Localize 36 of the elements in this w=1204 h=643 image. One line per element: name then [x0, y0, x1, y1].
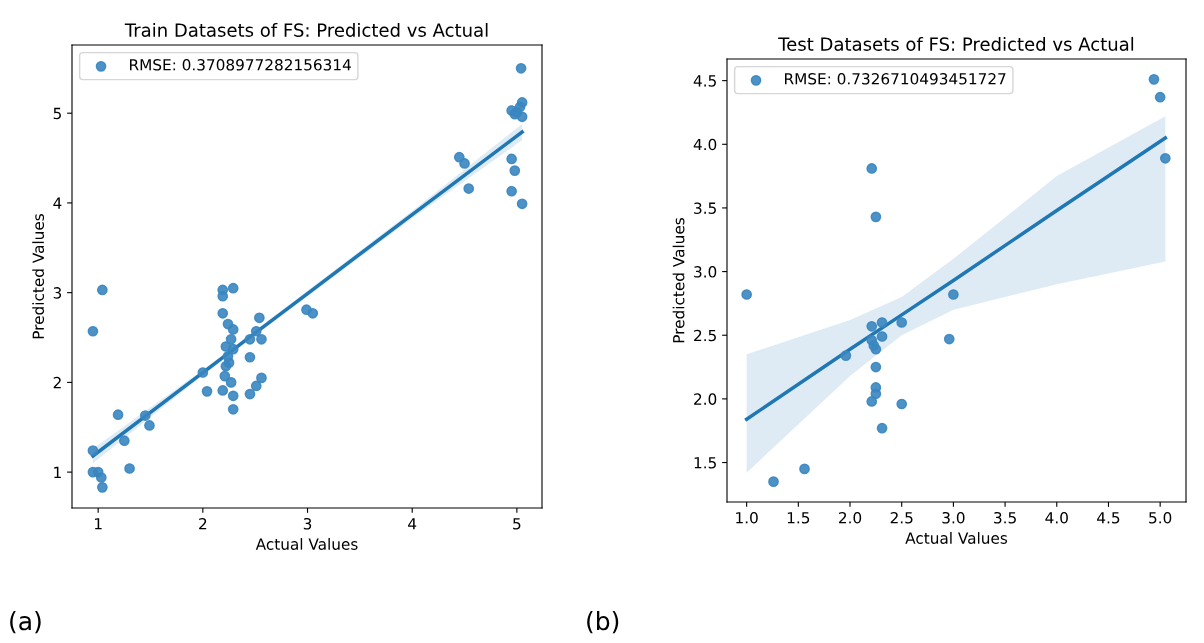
- y-tick-label: 2: [53, 376, 61, 389]
- x-tick-label: 4.5: [1097, 512, 1120, 524]
- legend-label: RMSE: 0.3708977282156314: [130, 59, 351, 71]
- x-tick-label: 1.5: [787, 512, 810, 524]
- y-tick-label: 1: [54, 466, 61, 478]
- x-tick-label: 3.5: [994, 511, 1016, 524]
- chart-title: Test Datasets of FS: Predicted vs Actual: [778, 36, 1134, 51]
- chart-title: Train Datasets of FS: Predicted vs Actual: [124, 22, 488, 37]
- x-tick-label: 2.5: [890, 511, 913, 524]
- y-tick-label: 3.5: [694, 202, 716, 214]
- y-axis-title: Predicted Values: [672, 218, 685, 343]
- x-tick-label: 2: [199, 517, 207, 530]
- x-tick-label: 5.0: [1149, 511, 1172, 524]
- x-tick-label: 5: [513, 518, 521, 530]
- y-tick-label: 4.0: [693, 138, 717, 151]
- y-tick-label: 3.0: [694, 266, 717, 278]
- text: (b): [587, 611, 619, 634]
- x-axis-title: Actual Values: [255, 538, 358, 550]
- y-axis-title: Predicted Values: [32, 214, 45, 339]
- y-tick-label: 4: [53, 197, 62, 209]
- x-tick-label: 3.0: [942, 511, 965, 524]
- x-tick-label: 1.0: [736, 511, 758, 524]
- y-tick-label: 5: [53, 107, 61, 120]
- y-tick-label: 2.0: [694, 393, 717, 405]
- text: (a): [10, 611, 41, 634]
- x-tick-label: 3: [303, 517, 312, 530]
- legend-label: RMSE: 0.7326710493451727: [785, 73, 1006, 85]
- x-tick-label: 4: [408, 518, 417, 530]
- y-tick-label: 1.5: [694, 457, 716, 469]
- y-tick-label: 2.5: [694, 329, 716, 342]
- x-axis-title: Actual Values: [905, 532, 1008, 544]
- y-tick-label: 3: [53, 287, 62, 299]
- x-tick-label: 4.0: [1045, 511, 1068, 524]
- x-tick-label: 1: [94, 518, 102, 530]
- x-tick-label: 2.0: [838, 511, 862, 524]
- y-tick-label: 4.5: [693, 75, 716, 87]
